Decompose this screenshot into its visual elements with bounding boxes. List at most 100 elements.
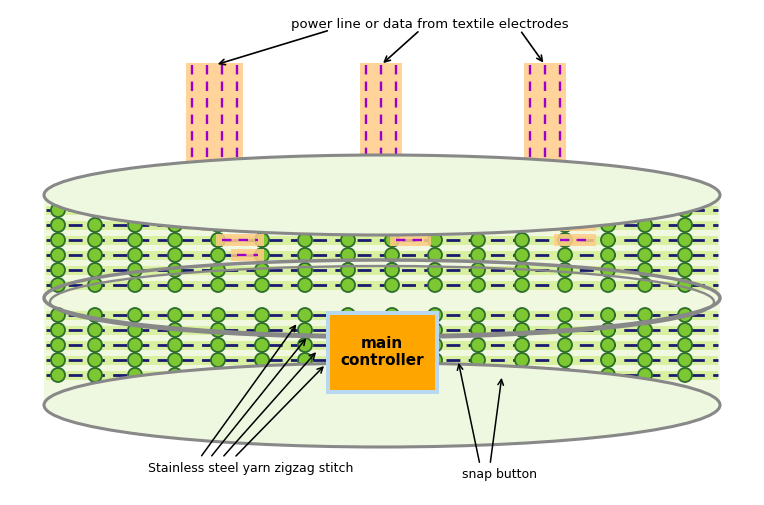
Circle shape (298, 278, 312, 292)
Circle shape (128, 278, 142, 292)
Circle shape (471, 218, 485, 232)
Circle shape (678, 233, 692, 247)
Circle shape (341, 323, 355, 337)
Circle shape (471, 323, 485, 337)
Circle shape (51, 233, 65, 247)
Circle shape (168, 308, 182, 322)
Circle shape (88, 353, 102, 367)
Circle shape (601, 338, 615, 352)
Circle shape (638, 203, 652, 217)
Circle shape (341, 203, 355, 217)
Circle shape (168, 278, 182, 292)
Circle shape (168, 203, 182, 217)
Circle shape (51, 203, 65, 217)
Bar (201, 219, 264, 231)
Circle shape (255, 338, 269, 352)
Circle shape (601, 353, 615, 367)
Circle shape (211, 248, 225, 262)
Circle shape (385, 233, 399, 247)
Circle shape (428, 353, 442, 367)
Circle shape (341, 368, 355, 382)
Circle shape (211, 203, 225, 217)
Circle shape (428, 323, 442, 337)
Bar (186, 204, 264, 216)
Bar (360, 63, 402, 207)
Bar (46, 326, 718, 334)
Circle shape (168, 248, 182, 262)
Circle shape (558, 308, 572, 322)
Circle shape (88, 263, 102, 277)
Circle shape (341, 353, 355, 367)
Bar (46, 371, 718, 379)
Circle shape (88, 248, 102, 262)
Circle shape (298, 308, 312, 322)
Bar (539, 219, 596, 231)
Circle shape (638, 368, 652, 382)
Circle shape (341, 248, 355, 262)
Bar (375, 219, 431, 231)
Circle shape (515, 353, 529, 367)
Circle shape (558, 368, 572, 382)
Circle shape (385, 278, 399, 292)
Circle shape (558, 338, 572, 352)
Circle shape (601, 308, 615, 322)
Circle shape (428, 278, 442, 292)
Circle shape (128, 308, 142, 322)
Circle shape (341, 218, 355, 232)
Circle shape (471, 278, 485, 292)
Circle shape (385, 263, 399, 277)
Circle shape (638, 248, 652, 262)
Circle shape (385, 308, 399, 322)
Circle shape (128, 338, 142, 352)
Circle shape (298, 263, 312, 277)
Circle shape (601, 368, 615, 382)
Circle shape (298, 218, 312, 232)
Circle shape (428, 248, 442, 262)
Circle shape (601, 278, 615, 292)
Circle shape (128, 353, 142, 367)
Circle shape (128, 368, 142, 382)
Circle shape (428, 218, 442, 232)
Circle shape (51, 368, 65, 382)
Circle shape (298, 233, 312, 247)
Circle shape (255, 368, 269, 382)
Circle shape (428, 263, 442, 277)
Circle shape (88, 338, 102, 352)
Circle shape (298, 368, 312, 382)
Circle shape (428, 233, 442, 247)
Circle shape (88, 308, 102, 322)
Circle shape (558, 323, 572, 337)
Circle shape (558, 203, 572, 217)
Circle shape (558, 233, 572, 247)
Text: Stainless steel yarn zigzag stitch: Stainless steel yarn zigzag stitch (148, 462, 354, 475)
Circle shape (558, 248, 572, 262)
Circle shape (385, 218, 399, 232)
Circle shape (168, 338, 182, 352)
Bar (524, 63, 566, 207)
Bar (46, 235, 718, 244)
Circle shape (88, 368, 102, 382)
Circle shape (638, 338, 652, 352)
Circle shape (341, 233, 355, 247)
Circle shape (638, 308, 652, 322)
Bar (46, 206, 718, 215)
Bar (46, 340, 718, 349)
Text: main
controller: main controller (340, 336, 424, 368)
Circle shape (88, 233, 102, 247)
Circle shape (168, 233, 182, 247)
Circle shape (211, 308, 225, 322)
Circle shape (678, 248, 692, 262)
Circle shape (428, 368, 442, 382)
Bar (360, 204, 431, 216)
Circle shape (471, 338, 485, 352)
Circle shape (515, 308, 529, 322)
Circle shape (211, 218, 225, 232)
Circle shape (515, 338, 529, 352)
FancyBboxPatch shape (329, 315, 435, 389)
Circle shape (601, 233, 615, 247)
Circle shape (678, 218, 692, 232)
Circle shape (51, 308, 65, 322)
Circle shape (128, 248, 142, 262)
Circle shape (638, 323, 652, 337)
Circle shape (168, 368, 182, 382)
